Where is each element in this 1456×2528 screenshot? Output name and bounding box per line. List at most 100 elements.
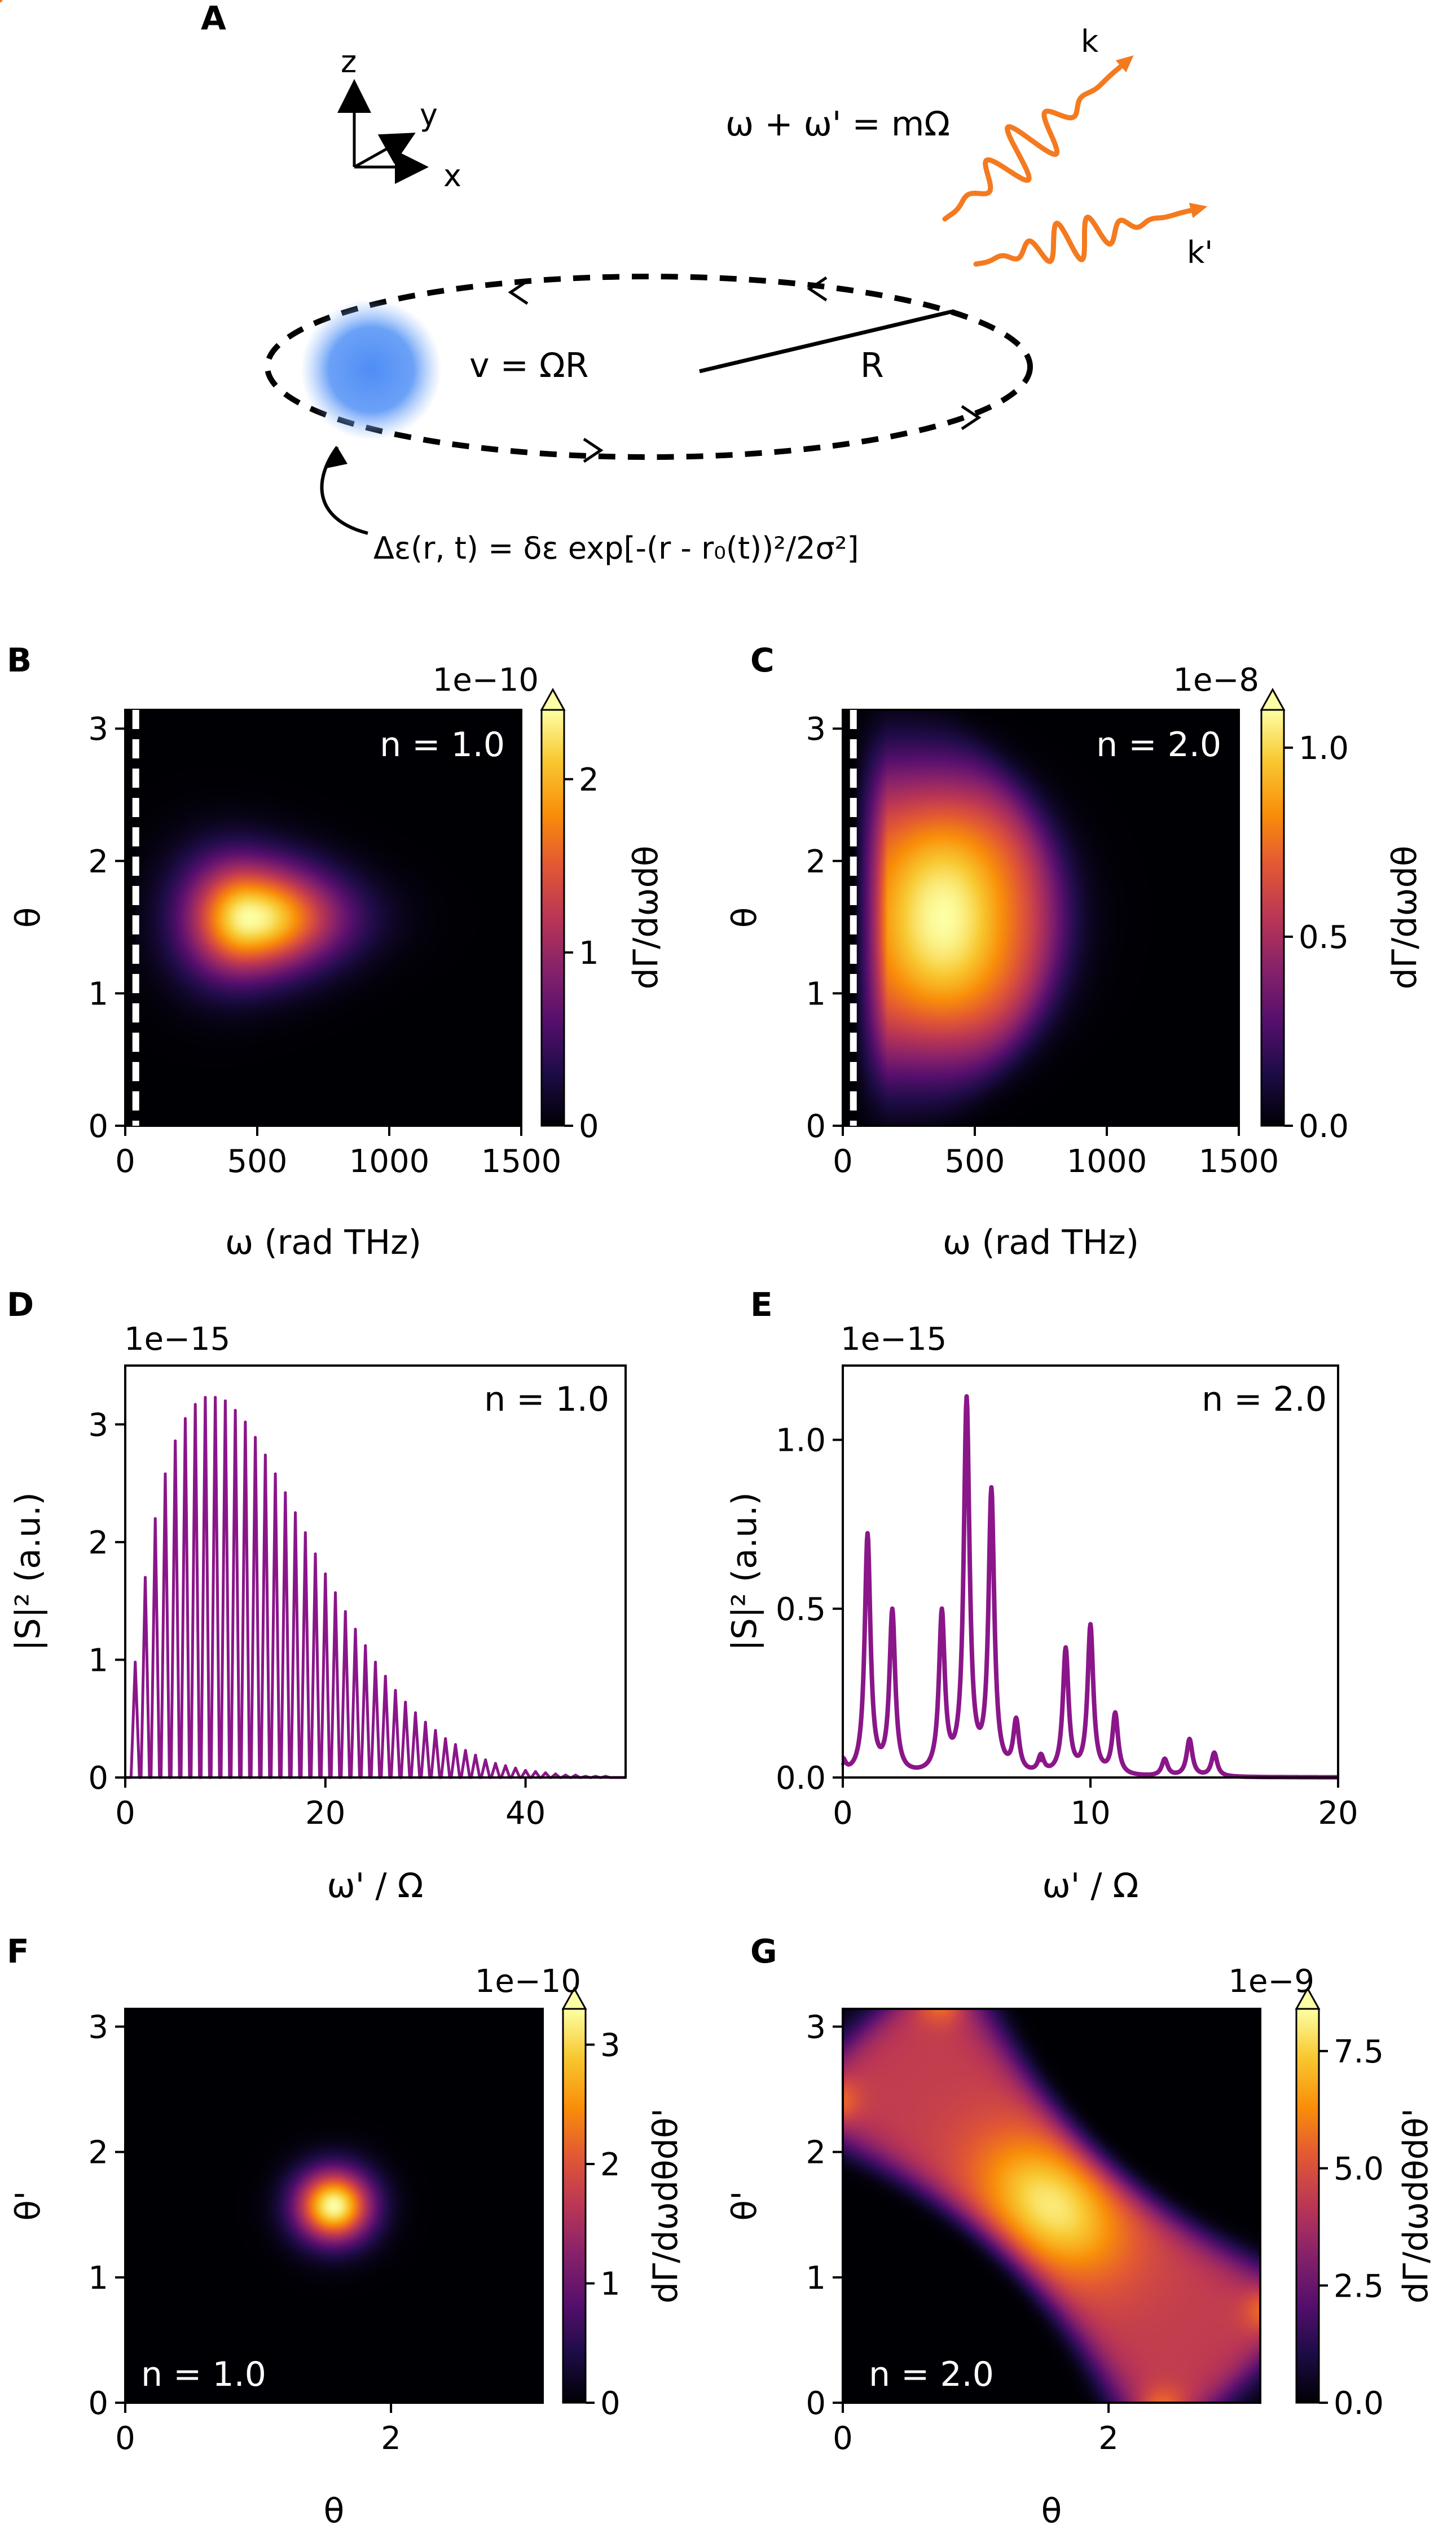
series-peak <box>244 1420 247 1424</box>
plot-frame <box>124 709 522 1127</box>
colorbar-multiplier: 1e−8 <box>1173 662 1259 699</box>
photon-k-label: k <box>1081 24 1099 59</box>
axis-z-label: z <box>341 44 357 80</box>
x-tick-label: 2 <box>1098 2420 1119 2457</box>
series-peak <box>364 1644 367 1647</box>
series-peak <box>214 1395 217 1399</box>
series-peak <box>1014 1725 1018 1729</box>
series-peak <box>374 1661 377 1664</box>
series-peak <box>865 1536 869 1540</box>
panel-a-schematic: A z y x ω + ω' = mΩ k k' <box>0 0 1213 566</box>
x-tick-label: 1500 <box>1199 1143 1279 1180</box>
colorbar-label: dΓ/dωdθdθ' <box>1396 2108 1436 2303</box>
annotation-n: n = 1.0 <box>380 725 505 765</box>
series-peak <box>444 1737 447 1740</box>
heatmap-f-image <box>125 2009 543 2403</box>
frequency-equation: ω + ω' = mΩ <box>725 104 950 144</box>
heatmap-g-image <box>843 2009 1260 2403</box>
y-tick-label: 2 <box>88 844 108 880</box>
panel-label-g: G <box>750 1932 777 1970</box>
colorbar <box>540 709 565 1127</box>
series-peak <box>164 1472 167 1476</box>
colorbar-tick-label: 5.0 <box>1334 2151 1384 2188</box>
x-tick-label: 10 <box>1070 1795 1110 1832</box>
series-peak <box>254 1436 257 1439</box>
series-peak <box>234 1408 237 1412</box>
series-peak <box>263 1454 267 1457</box>
curved-pointer-arrow <box>320 446 368 535</box>
colorbar-tick-label: 1 <box>600 2266 621 2302</box>
series-peak <box>534 1770 537 1774</box>
colorbar-tick-label: 1 <box>579 935 599 972</box>
series-peak <box>890 1613 894 1617</box>
y-tick-label: 2 <box>806 844 826 880</box>
colorbar-label: dΓ/dωdθ <box>626 846 666 990</box>
panel-label-e: E <box>750 1285 773 1324</box>
panel-d-line: n = 1.0 1e−15 0 20 40 0 1 2 3 ω' / Ω |S|² (a.u… <box>8 1321 627 1906</box>
series-peak <box>394 1689 397 1692</box>
y-axis-label: |S|² (a.u.) <box>8 1492 48 1651</box>
y-tick-label: 1 <box>88 2260 108 2297</box>
colorbar-multiplier: 1e−10 <box>433 662 539 699</box>
panel-label-c: C <box>750 641 775 679</box>
series-peak <box>303 1531 307 1534</box>
series-peak <box>1039 1759 1043 1763</box>
x-tick-label: 0 <box>833 1143 853 1180</box>
series-peak <box>554 1772 557 1776</box>
y-tick-label: 2 <box>88 2135 108 2171</box>
series-peak <box>1212 1752 1216 1756</box>
colorbar-multiplier: 1e−9 <box>1228 1963 1314 2000</box>
y-tick-label: 3 <box>88 1407 108 1443</box>
series-peak <box>143 1575 147 1579</box>
panel-label-d: D <box>7 1285 34 1324</box>
series-peak <box>1089 1627 1092 1631</box>
plot-frame <box>842 2008 1261 2404</box>
y-tick-label: 0 <box>806 1108 826 1145</box>
panel-c-heatmap: n = 2.0 0 500 1000 1500 0 1 2 3 ω (rad THz) θ 0… <box>725 662 1424 1262</box>
axis-multiplier: 1e−15 <box>841 1321 947 1358</box>
panel-b-heatmap: n = 1.0 0 500 1000 1500 0 1 2 3 ω (rad THz) θ 0… <box>8 662 666 1262</box>
annotation-n: n = 2.0 <box>869 2355 994 2394</box>
y-tick-label: 0 <box>88 1108 108 1145</box>
series-peak <box>134 1661 137 1664</box>
panel-f-heatmap: n = 1.0 0 2 0 1 2 3 θ θ' 0 1 2 3 1e−10 dΓ/dωdθdθ… <box>8 1963 685 2528</box>
coordinate-axes-icon <box>337 79 429 184</box>
x-tick-label: 0 <box>833 1795 853 1832</box>
y-tick-label: 1 <box>806 2260 826 2297</box>
series-peak <box>314 1552 317 1556</box>
x-axis-label: θ <box>324 2491 345 2528</box>
series-peak <box>574 1774 577 1777</box>
x-tick-label: 0 <box>115 2420 135 2457</box>
x-axis-label: ω' / Ω <box>327 1866 424 1906</box>
series-peak <box>424 1721 427 1724</box>
x-tick-label: 1500 <box>481 1143 562 1180</box>
colorbar-label: dΓ/dωdθdθ' <box>646 2108 685 2303</box>
orbit-path <box>265 274 1033 460</box>
y-axis-label: θ' <box>725 2191 764 2220</box>
series-peak <box>434 1729 437 1732</box>
heatmap-b-image <box>125 710 521 1126</box>
y-tick-label: 1 <box>88 1642 108 1679</box>
y-tick-label: 0.0 <box>776 1760 826 1797</box>
x-axis-label: ω' / Ω <box>1042 1866 1139 1906</box>
series-peak <box>324 1572 327 1575</box>
series-peak <box>284 1491 287 1494</box>
panel-label-b: B <box>7 641 32 679</box>
annotation-n: n = 1.0 <box>484 1380 609 1419</box>
y-axis-label: θ <box>8 907 48 928</box>
colorbar-tick-label: 0.5 <box>1299 919 1349 956</box>
series-peak <box>404 1701 407 1704</box>
x-axis-label: θ <box>1041 2491 1062 2528</box>
x-tick-label: 20 <box>1318 1795 1358 1832</box>
axis-multiplier: 1e−15 <box>124 1321 230 1358</box>
series-peak <box>384 1675 387 1678</box>
colorbar-tick-label: 2 <box>579 762 599 798</box>
annotation-n: n = 1.0 <box>141 2355 266 2394</box>
panel-g-heatmap: n = 2.0 0 2 0 1 2 3 θ θ' 0.0 2.5 5.0 7.5 1e−9 dΓ… <box>725 1963 1436 2528</box>
y-tick-label: 0 <box>88 1760 108 1797</box>
x-tick-label: 0 <box>833 2420 853 2457</box>
series-peak <box>294 1511 297 1515</box>
y-tick-label: 1 <box>88 976 108 1012</box>
series-peak <box>354 1627 357 1631</box>
colorbar-tick-label: 0 <box>600 2385 621 2422</box>
